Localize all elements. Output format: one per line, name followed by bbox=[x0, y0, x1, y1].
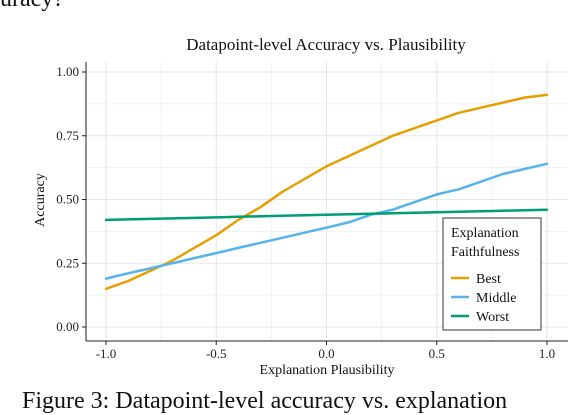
legend-title-line-2: Faithfulness bbox=[451, 245, 519, 260]
line-chart: Datapoint-level Accuracy vs. Plausibilit… bbox=[33, 35, 568, 378]
x-axis-label: Explanation Plausibility bbox=[260, 363, 395, 378]
legend-box bbox=[442, 217, 542, 331]
legend: Explanation Faithfulness Best Middle Wor… bbox=[442, 217, 542, 331]
x-tick-label: 1.0 bbox=[539, 346, 555, 361]
y-axis-label: Accuracy bbox=[33, 173, 48, 227]
y-tick-label: 1.00 bbox=[56, 64, 79, 79]
legend-entry-middle: Middle bbox=[476, 291, 516, 306]
caption-fragment-top: uracy? bbox=[0, 0, 64, 13]
axes bbox=[82, 62, 568, 345]
x-tick-label: 0.0 bbox=[318, 346, 334, 361]
y-tick-label: 0.75 bbox=[56, 128, 79, 143]
y-tick-label: 0.25 bbox=[56, 255, 79, 270]
y-tick-label: 0.50 bbox=[56, 192, 79, 207]
x-tick-label: -0.5 bbox=[206, 346, 227, 361]
legend-title-line-1: Explanation bbox=[451, 226, 519, 241]
y-tick-label: 0.00 bbox=[56, 319, 79, 334]
chart-title: Datapoint-level Accuracy vs. Plausibilit… bbox=[186, 35, 466, 54]
x-ticks: -1.0 -0.5 0.0 0.5 1.0 bbox=[96, 346, 555, 361]
y-ticks: 0.00 0.25 0.50 0.75 1.00 bbox=[56, 64, 79, 334]
x-tick-label: -1.0 bbox=[96, 346, 117, 361]
series-line-best bbox=[104, 93, 549, 291]
legend-entry-best: Best bbox=[476, 272, 501, 287]
legend-entry-worst: Worst bbox=[476, 310, 509, 325]
series-line-middle bbox=[104, 162, 549, 280]
series-lines bbox=[104, 93, 549, 291]
x-tick-label: 0.5 bbox=[429, 346, 445, 361]
series-line-worst bbox=[104, 208, 549, 222]
